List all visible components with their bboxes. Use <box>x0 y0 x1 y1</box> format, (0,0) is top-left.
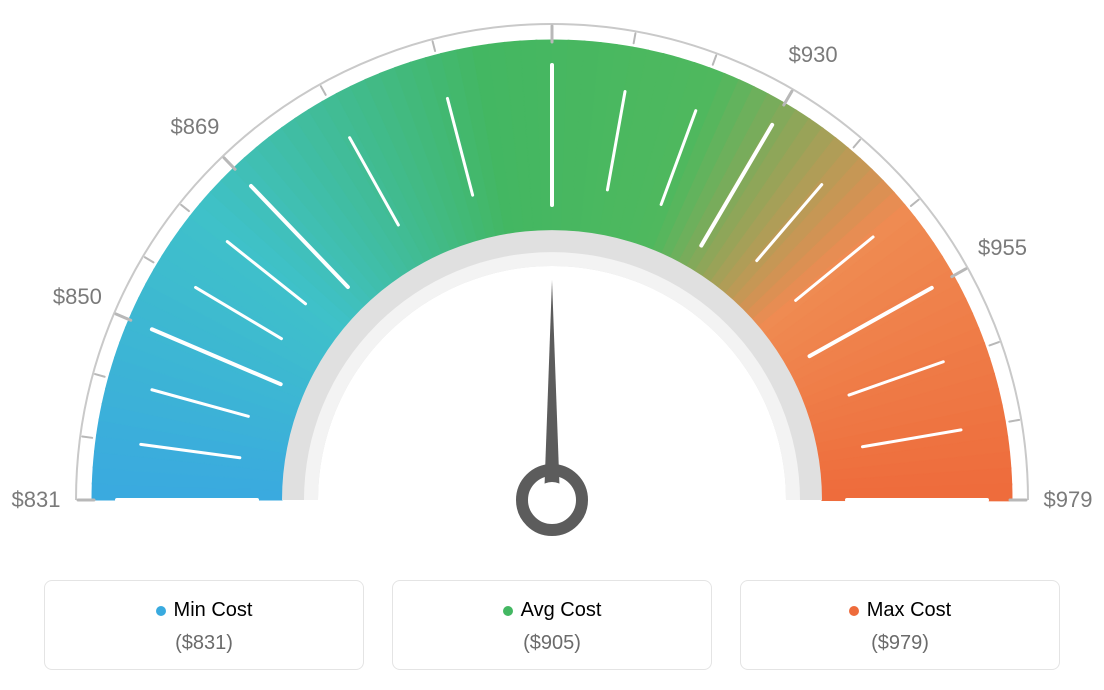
legend-card-min: Min Cost ($831) <box>44 580 364 670</box>
gauge-tick-label: $869 <box>170 114 219 140</box>
legend-card-avg: Avg Cost ($905) <box>392 580 712 670</box>
dot-icon <box>156 606 166 616</box>
dot-icon <box>849 606 859 616</box>
legend-row: Min Cost ($831) Avg Cost ($905) Max Cost… <box>0 580 1104 670</box>
gauge-tick-label: $930 <box>789 42 838 68</box>
legend-card-max: Max Cost ($979) <box>740 580 1060 670</box>
legend-label: Max Cost <box>867 599 951 622</box>
gauge-tick-label: $831 <box>12 487 61 513</box>
legend-title-avg: Avg Cost <box>503 599 602 622</box>
legend-value: ($831) <box>55 632 353 655</box>
legend-value: ($905) <box>403 632 701 655</box>
legend-label: Min Cost <box>174 599 253 622</box>
legend-value: ($979) <box>751 632 1049 655</box>
gauge-svg <box>0 0 1104 560</box>
gauge-tick-label: $955 <box>978 235 1027 261</box>
legend-label: Avg Cost <box>521 599 602 622</box>
dot-icon <box>503 606 513 616</box>
gauge-tick-label: $979 <box>1044 487 1093 513</box>
legend-title-min: Min Cost <box>156 599 253 622</box>
gauge-tick-label: $850 <box>53 284 102 310</box>
gauge-chart: $831$850$869$905$930$955$979 <box>0 0 1104 560</box>
legend-title-max: Max Cost <box>849 599 951 622</box>
